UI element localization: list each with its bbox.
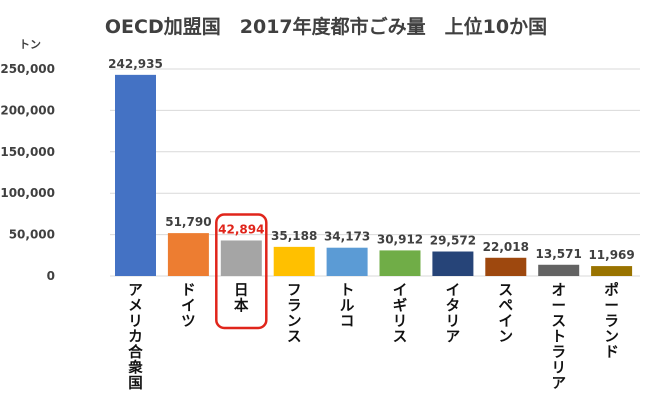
bar xyxy=(485,257,527,276)
y-tick-label: 200,000 xyxy=(0,103,55,117)
x-tick-label: スペイン xyxy=(499,283,514,346)
data-label: 51,790 xyxy=(165,215,211,229)
bar xyxy=(432,251,474,276)
x-tick-label: ドイツ xyxy=(181,283,196,330)
bar xyxy=(115,74,156,276)
x-tick-label: アメリカ合衆国 xyxy=(127,283,143,392)
bar xyxy=(591,266,633,276)
y-axis-ticks: 0 50,000 100,000 150,000 200,000 250,000 xyxy=(0,62,55,283)
bar xyxy=(326,247,368,276)
data-label: 34,173 xyxy=(324,230,370,244)
x-tick-label: トルコ xyxy=(340,283,355,330)
y-tick-label: 100,000 xyxy=(0,186,55,200)
data-label: 29,572 xyxy=(430,234,476,248)
highlight-box xyxy=(215,213,268,330)
category-labels: アメリカ合衆国 ドイツ 日本 フランス トルコ イギリス イタリア スペイン オーストラリア ポー… xyxy=(127,281,619,392)
data-label: 242,935 xyxy=(108,57,163,71)
chart-title: OECD加盟国 2017年度都市ごみ量 上位10か国 xyxy=(105,15,547,38)
bar xyxy=(273,246,315,276)
data-label: 11,969 xyxy=(588,248,634,262)
y-axis-unit-label: トン xyxy=(19,38,41,51)
bar xyxy=(167,233,209,276)
bars xyxy=(115,74,633,276)
bar xyxy=(379,250,421,276)
data-label: 30,912 xyxy=(377,232,423,246)
x-tick-label: オーストラリア xyxy=(551,282,566,392)
y-tick-label: 50,000 xyxy=(9,228,55,242)
y-tick-label: 0 xyxy=(47,269,55,283)
bar xyxy=(538,264,580,276)
value-labels: 242,935 51,790 42,894 35,188 34,173 30,912 29,… xyxy=(108,57,635,262)
x-tick-label: フランス xyxy=(287,283,302,346)
data-label: 42,894 xyxy=(218,222,264,236)
y-tick-label: 150,000 xyxy=(0,145,55,159)
y-tick-label: 250,000 xyxy=(0,62,55,76)
x-tick-label: 日本 xyxy=(234,282,249,315)
bar xyxy=(220,240,262,276)
data-label: 13,571 xyxy=(536,247,582,261)
highlight-layer xyxy=(215,213,268,330)
data-label: 22,018 xyxy=(483,240,529,254)
x-tick-label: ポーランド xyxy=(604,281,619,361)
x-tick-label: イタリア xyxy=(446,283,461,346)
x-tick-label: イギリス xyxy=(393,283,408,346)
data-label: 35,188 xyxy=(271,229,317,243)
